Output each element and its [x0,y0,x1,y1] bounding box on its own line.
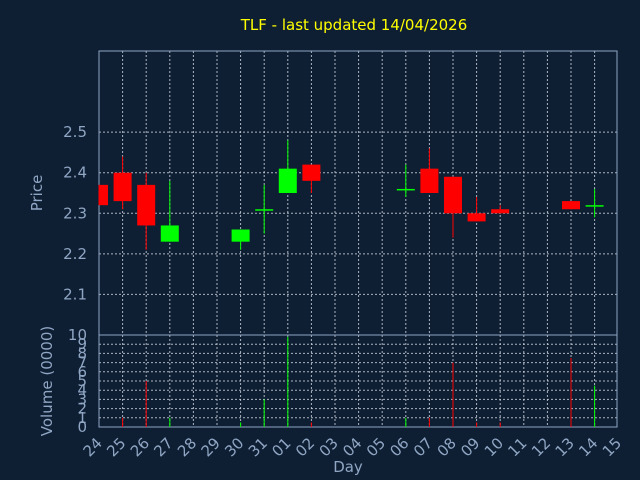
day-tick-label: 05 [363,434,389,460]
candle-body [278,168,297,193]
day-tick-label: 15 [599,434,625,460]
day-tick-label: 29 [198,434,224,460]
price-tick-label: 2.4 [63,164,87,182]
volume-tick-label: 5 [77,372,87,390]
day-tick-label: 30 [221,434,247,460]
day-tick-label: 08 [434,434,460,460]
day-tick-label: 25 [103,434,129,460]
day-tick-label: 28 [174,434,200,460]
price-tick-label: 2.5 [63,123,87,141]
price-tick-label: 2.1 [63,285,87,303]
volume-tick-label: 9 [77,335,87,353]
volume-tick-label: 7 [77,354,87,372]
day-axis-label: Day [333,458,363,476]
day-tick-label: 10 [481,434,507,460]
candle-body [585,205,604,207]
price-gridlines [99,51,617,335]
day-tick-label: 03 [316,434,342,460]
candle-body [562,201,580,210]
volume-tick-label: 10 [68,326,87,344]
day-tick-label: 26 [127,434,153,460]
day-axis-ticks: 2425262728293031010203040506070809101112… [80,434,625,460]
day-tick-label: 01 [268,434,294,460]
candle-body [302,164,321,181]
day-tick-label: 31 [245,434,271,460]
volume-tick-label: 6 [77,363,87,381]
volume-tick-label: 0 [77,418,87,436]
volume-bars [122,336,596,427]
candle-body [113,172,132,202]
day-tick-label: 07 [410,434,436,460]
price-panel-frame [98,50,618,336]
candle-body [444,176,462,214]
volume-tick-label: 3 [77,390,87,408]
volume-tick-label: 1 [77,409,87,427]
candle-body [231,229,250,242]
candle-body [467,213,486,222]
volume-tick-label: 4 [77,381,87,399]
candle-body [396,188,415,191]
day-tick-label: 09 [457,434,483,460]
candle-body [420,168,439,193]
candle-body [99,184,108,206]
day-tick-label: 13 [552,434,578,460]
candle-body [137,184,156,226]
candle-body [491,209,510,214]
chart-title: TLF - last updated 14/04/2026 [240,16,468,34]
candle-body [160,225,179,242]
day-tick-label: 06 [386,434,412,460]
day-tick-label: 12 [528,434,554,460]
day-tick-label: 27 [150,434,176,460]
volume-panel-frame [98,334,618,428]
day-tick-label: 24 [80,434,106,460]
day-tick-label: 04 [339,434,365,460]
price-tick-label: 2.2 [63,245,87,263]
day-tick-label: 14 [575,434,601,460]
price-axis-ticks: 2.1 2.2 2.3 2.4 2.5 [63,123,87,303]
volume-tick-label: 8 [77,344,87,362]
price-tick-label: 2.3 [63,204,87,222]
day-tick-label: 11 [504,434,530,460]
candle-body [255,209,274,211]
day-tick-label: 02 [292,434,318,460]
volume-axis-label: Volume (0000) [38,326,56,436]
candlesticks [98,140,604,250]
volume-tick-label: 2 [77,400,87,418]
price-axis-label: Price [28,175,46,212]
volume-gridlines [99,335,617,427]
